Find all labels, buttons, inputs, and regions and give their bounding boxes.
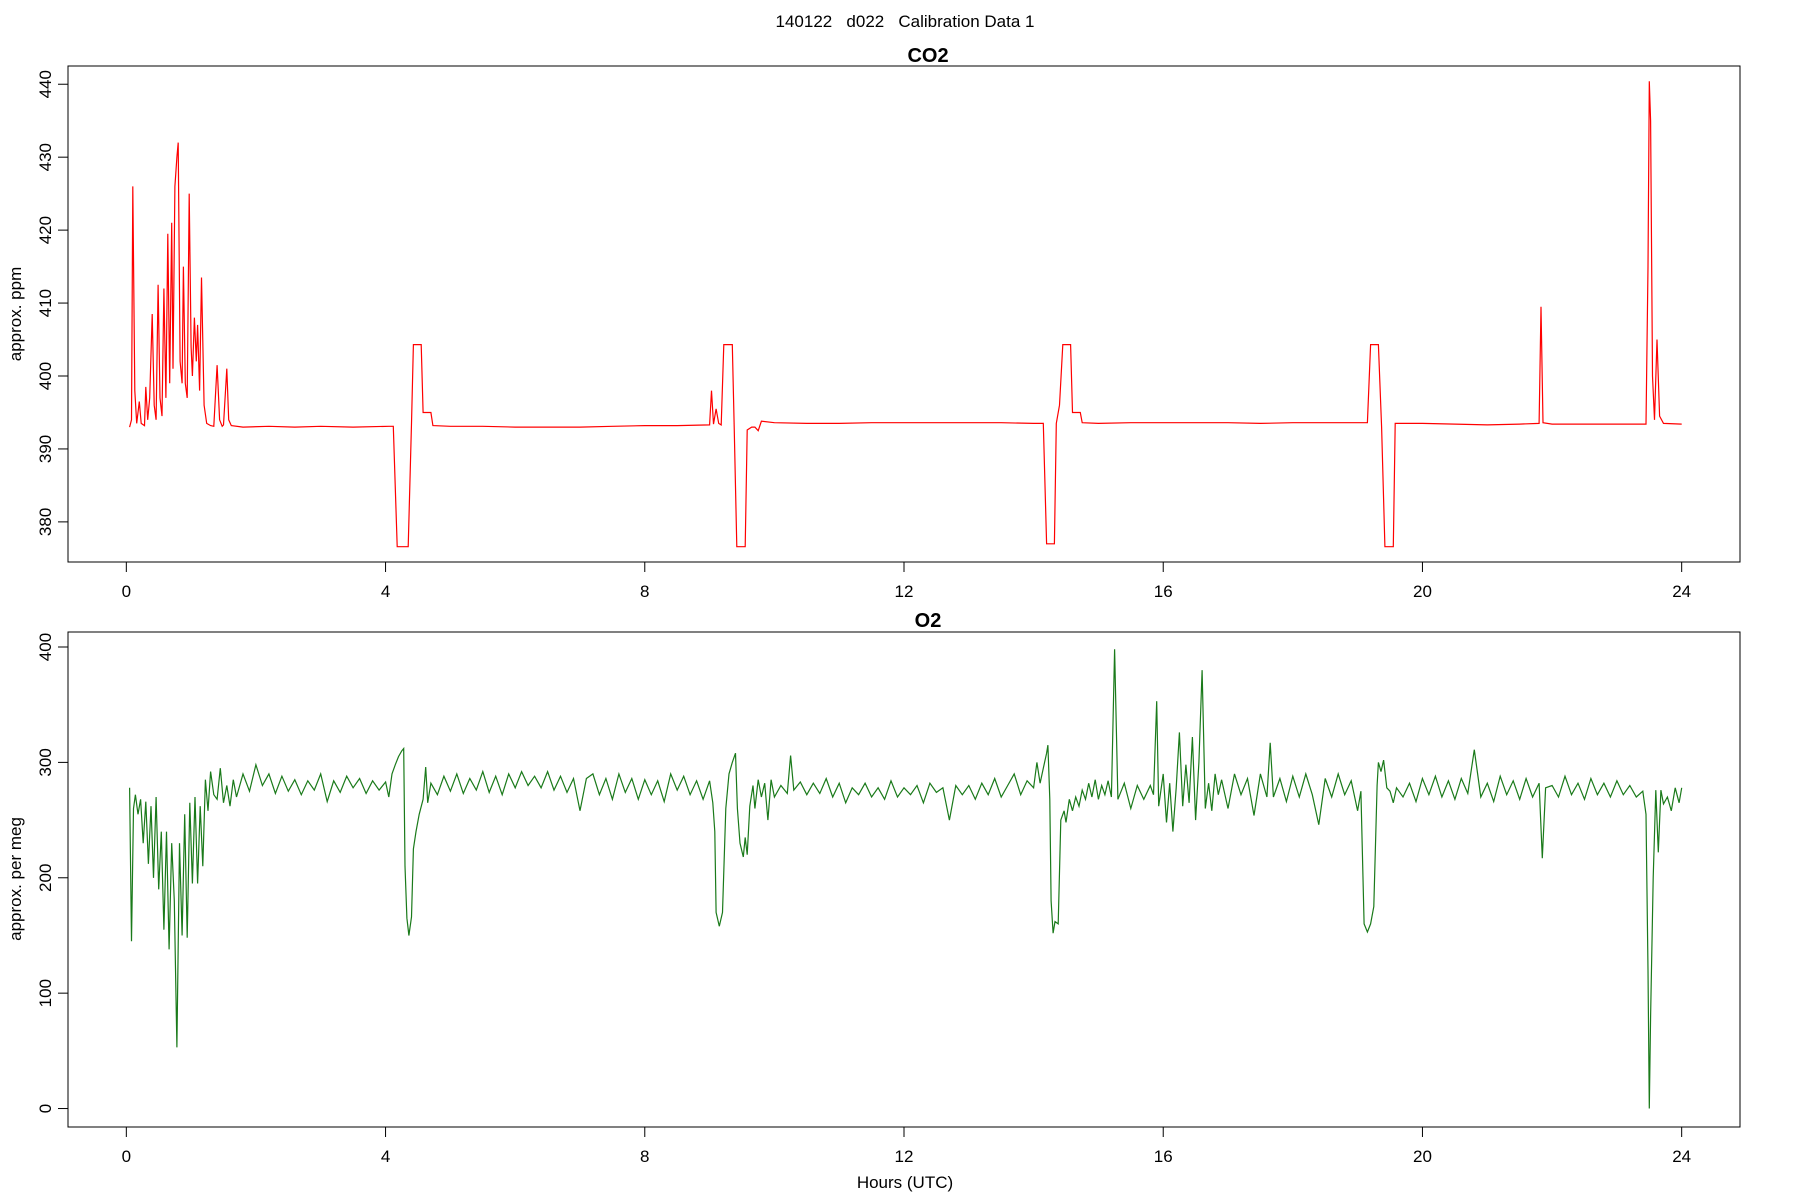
co2-x-tick-label: 24 <box>1672 582 1691 601</box>
co2-y-tick-label: 380 <box>36 508 55 536</box>
co2-y-tick-label: 410 <box>36 289 55 317</box>
o2-x-tick-label: 8 <box>640 1147 649 1166</box>
o2-x-tick-label: 12 <box>895 1147 914 1166</box>
co2-y-tick-label: 440 <box>36 70 55 98</box>
co2-x-tick-label: 0 <box>122 582 131 601</box>
co2-y-tick-label: 400 <box>36 362 55 390</box>
o2-y-tick-label: 100 <box>36 979 55 1007</box>
o2-x-tick-label: 4 <box>381 1147 390 1166</box>
o2-panel: O2 approx. per meg Hours (UTC) 0 4 8 12 16 20… <box>6 610 1741 1192</box>
co2-panel-title: CO2 <box>907 45 948 67</box>
o2-y-tick-label: 200 <box>36 864 55 892</box>
co2-y-axis-label: approx. ppm <box>6 267 25 362</box>
co2-x-tick-label: 4 <box>381 582 390 601</box>
o2-x-tick-label: 16 <box>1154 1147 1173 1166</box>
o2-y-tick-label: 400 <box>36 633 55 661</box>
o2-x-tick-label: 20 <box>1413 1147 1432 1166</box>
o2-x-axis: 0 4 8 12 16 20 24 <box>122 1126 1691 1166</box>
co2-y-tick-label: 390 <box>36 435 55 463</box>
co2-x-tick-label: 20 <box>1413 582 1432 601</box>
o2-x-tick-label: 24 <box>1672 1147 1691 1166</box>
co2-y-tick-label: 420 <box>36 216 55 244</box>
o2-panel-title: O2 <box>915 610 942 632</box>
o2-y-axis-label: approx. per meg <box>6 817 25 941</box>
co2-y-tick-label: 430 <box>36 143 55 171</box>
co2-x-tick-label: 12 <box>895 582 914 601</box>
o2-series-line <box>129 649 1683 1109</box>
o2-y-tick-label: 0 <box>36 1104 55 1113</box>
co2-x-axis: 0 4 8 12 16 20 24 <box>122 561 1691 601</box>
o2-y-tick-label: 300 <box>36 748 55 776</box>
co2-x-tick-label: 8 <box>640 582 649 601</box>
o2-plot-frame <box>67 631 1741 1128</box>
co2-series-line <box>129 81 1682 548</box>
co2-x-tick-label: 16 <box>1154 582 1173 601</box>
o2-y-axis: 0 100 200 300 400 <box>36 633 68 1113</box>
figure-suptitle: 140122 d022 Calibration Data 1 <box>776 12 1035 31</box>
co2-panel: CO2 approx. ppm 0 4 8 12 16 20 24 380 390 400 410… <box>6 45 1741 601</box>
co2-y-axis: 380 390 400 410 420 430 440 <box>36 70 68 536</box>
o2-x-tick-label: 0 <box>122 1147 131 1166</box>
co2-plot-frame <box>67 65 1741 563</box>
o2-x-axis-label: Hours (UTC) <box>857 1173 953 1192</box>
